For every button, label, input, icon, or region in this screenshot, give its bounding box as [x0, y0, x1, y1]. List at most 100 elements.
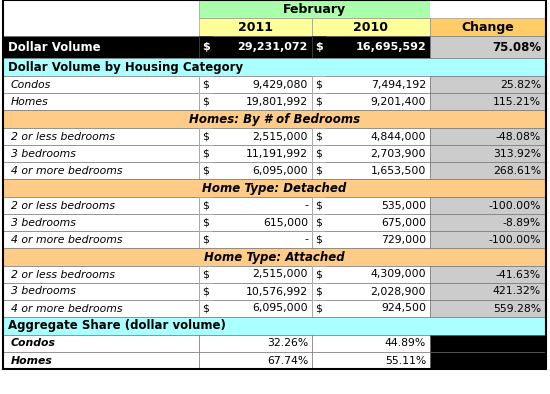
Bar [199, 197, 312, 214]
Bar [3, 58, 546, 76]
Bar [199, 231, 213, 248]
Bar [3, 283, 199, 300]
Bar [430, 335, 546, 352]
Bar [312, 283, 430, 300]
Text: 2 or less bedrooms: 2 or less bedrooms [11, 132, 115, 141]
Text: 115.21%: 115.21% [493, 97, 541, 106]
Bar [430, 266, 546, 283]
Bar [312, 162, 326, 179]
Bar [199, 145, 213, 162]
Bar [199, 76, 213, 93]
Text: 3 bedrooms: 3 bedrooms [11, 286, 76, 297]
Bar [3, 0, 199, 18]
Text: 6,095,000: 6,095,000 [252, 165, 308, 175]
Bar [3, 335, 199, 352]
Bar [199, 352, 312, 369]
Bar [3, 300, 199, 317]
Text: $: $ [315, 42, 323, 52]
Bar [430, 0, 546, 18]
Bar [199, 197, 213, 214]
Text: $: $ [202, 303, 209, 314]
Text: $: $ [202, 132, 209, 141]
Bar [3, 266, 199, 283]
Text: $: $ [315, 201, 322, 210]
Bar [3, 231, 199, 248]
Text: 729,000: 729,000 [381, 234, 426, 245]
Bar [199, 36, 213, 58]
Bar [312, 300, 326, 317]
Bar [312, 197, 326, 214]
Bar [3, 93, 199, 110]
Text: 44.89%: 44.89% [385, 338, 426, 349]
Bar [430, 128, 546, 145]
Bar [199, 162, 213, 179]
Text: 559.28%: 559.28% [493, 303, 541, 314]
Text: $: $ [315, 217, 322, 227]
Bar [312, 93, 430, 110]
Bar [312, 300, 430, 317]
Text: $: $ [202, 149, 209, 158]
Bar [312, 335, 430, 352]
Text: 421.32%: 421.32% [493, 286, 541, 297]
Bar [312, 128, 430, 145]
Text: Home Type: Detached: Home Type: Detached [202, 182, 346, 195]
Bar [3, 352, 199, 369]
Text: 9,201,400: 9,201,400 [371, 97, 426, 106]
Text: 16,695,592: 16,695,592 [355, 42, 426, 52]
Text: Condos: Condos [11, 338, 56, 349]
Text: Homes: Homes [11, 355, 53, 366]
Bar [199, 128, 312, 145]
Text: Dollar Volume by Housing Category: Dollar Volume by Housing Category [8, 61, 243, 74]
Bar [312, 76, 430, 93]
Text: 4,309,000: 4,309,000 [370, 269, 426, 279]
Text: -100.00%: -100.00% [488, 234, 541, 245]
Text: 9,429,080: 9,429,080 [252, 80, 308, 89]
Bar [3, 317, 546, 335]
Text: 2010: 2010 [354, 20, 388, 33]
Bar [312, 214, 326, 231]
Bar [199, 283, 213, 300]
Text: 25.82%: 25.82% [500, 80, 541, 89]
Bar [430, 352, 546, 369]
Bar [430, 145, 546, 162]
Bar [312, 352, 430, 369]
Bar [199, 76, 312, 93]
Text: $: $ [315, 165, 322, 175]
Text: $: $ [315, 80, 322, 89]
Text: 75.08%: 75.08% [492, 41, 541, 54]
Text: 4 or more bedrooms: 4 or more bedrooms [11, 303, 123, 314]
Text: 2,028,900: 2,028,900 [371, 286, 426, 297]
Bar [199, 93, 213, 110]
Text: $: $ [315, 97, 322, 106]
Text: Homes: By # of Bedrooms: Homes: By # of Bedrooms [189, 113, 360, 126]
Text: 67.74%: 67.74% [267, 355, 308, 366]
Text: $: $ [202, 42, 210, 52]
Text: 3 bedrooms: 3 bedrooms [11, 149, 76, 158]
Bar [199, 283, 312, 300]
Text: 6,095,000: 6,095,000 [252, 303, 308, 314]
Bar [430, 231, 546, 248]
Bar [199, 300, 312, 317]
Bar [199, 266, 312, 283]
Bar [312, 231, 326, 248]
Bar [430, 197, 546, 214]
Text: -8.89%: -8.89% [503, 217, 541, 227]
Bar [199, 231, 312, 248]
Text: 2 or less bedrooms: 2 or less bedrooms [11, 201, 115, 210]
Text: -: - [304, 234, 308, 245]
Text: -: - [304, 201, 308, 210]
Text: Condos: Condos [11, 80, 51, 89]
Bar [199, 0, 430, 18]
Text: $: $ [315, 269, 322, 279]
Text: 4 or more bedrooms: 4 or more bedrooms [11, 234, 123, 245]
Bar [199, 335, 312, 352]
Bar [199, 145, 312, 162]
Text: $: $ [315, 286, 322, 297]
Text: 924,500: 924,500 [381, 303, 426, 314]
Text: $: $ [315, 149, 322, 158]
Text: 11,191,992: 11,191,992 [246, 149, 308, 158]
Bar [312, 266, 430, 283]
Text: -100.00%: -100.00% [488, 201, 541, 210]
Text: 2011: 2011 [238, 20, 273, 33]
Bar [312, 36, 430, 58]
